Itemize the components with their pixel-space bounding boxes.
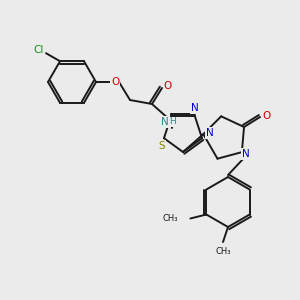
Text: O: O xyxy=(164,81,172,91)
Text: CH₃: CH₃ xyxy=(215,247,231,256)
Text: N: N xyxy=(161,117,169,127)
Text: N: N xyxy=(206,128,214,138)
Text: S: S xyxy=(159,141,165,151)
Text: CH₃: CH₃ xyxy=(163,214,178,223)
Text: N: N xyxy=(242,149,250,159)
Text: O: O xyxy=(111,77,119,87)
Text: H: H xyxy=(169,118,176,127)
Text: O: O xyxy=(262,111,270,121)
Text: N: N xyxy=(191,103,199,113)
Text: Cl: Cl xyxy=(34,45,44,55)
